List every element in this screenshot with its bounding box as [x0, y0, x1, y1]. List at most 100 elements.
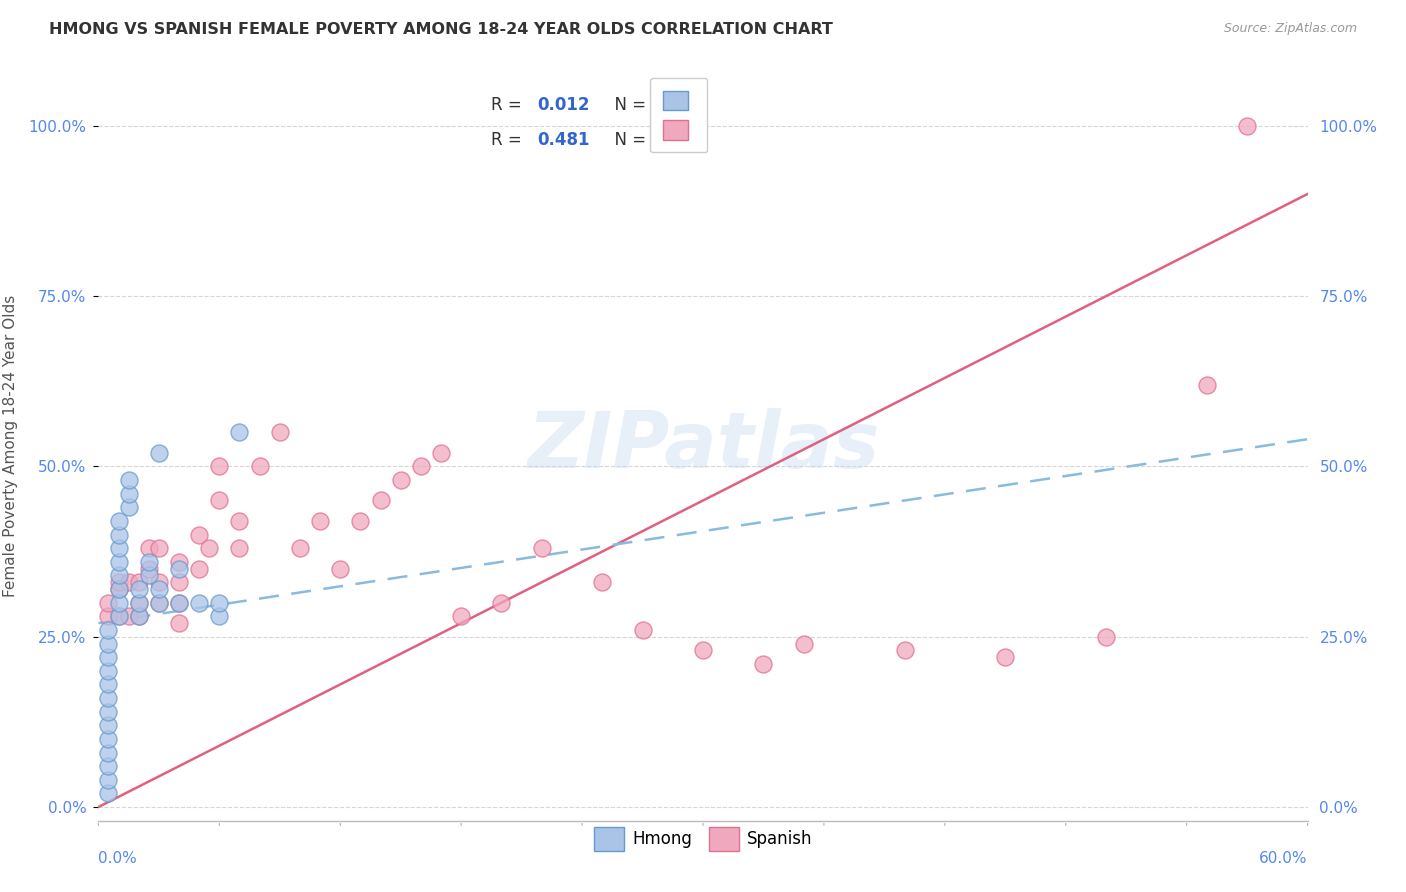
Point [97, 609, 120, 624]
Point [188, 527, 211, 541]
Point [249, 459, 271, 474]
Point [128, 609, 150, 624]
Point [138, 555, 160, 569]
Text: HMONG VS SPANISH FEMALE POVERTY AMONG 18-24 YEAR OLDS CORRELATION CHART: HMONG VS SPANISH FEMALE POVERTY AMONG 18… [49, 22, 834, 37]
Point [288, 541, 311, 556]
Point [309, 514, 332, 528]
Text: N =: N = [603, 131, 651, 149]
Point [389, 473, 412, 487]
Point [752, 657, 775, 671]
Point [107, 568, 129, 582]
Text: 60.0%: 60.0% [1260, 851, 1308, 865]
Point [107, 609, 129, 624]
Point [793, 636, 815, 650]
Point [349, 514, 371, 528]
Point [97, 596, 120, 610]
Point [107, 555, 129, 569]
Point [148, 575, 170, 590]
Point [148, 541, 170, 556]
Point [97, 677, 120, 691]
Point [97, 650, 120, 665]
Point [409, 459, 432, 474]
Point [167, 596, 190, 610]
Point [107, 527, 129, 541]
Text: R =: R = [492, 96, 527, 114]
Point [148, 582, 170, 596]
Point [128, 596, 150, 610]
Point [1195, 377, 1218, 392]
Point [188, 561, 211, 575]
Point [167, 596, 190, 610]
Point [269, 425, 291, 440]
Text: 0.012: 0.012 [537, 96, 591, 114]
Point [107, 582, 129, 596]
Point [97, 759, 120, 773]
Point [491, 596, 513, 610]
Text: 49: 49 [662, 131, 685, 149]
Point [118, 473, 141, 487]
Point [138, 541, 160, 556]
Point [97, 786, 120, 800]
Point [1095, 630, 1118, 644]
Point [228, 541, 250, 556]
Legend: Hmong, Spanish: Hmong, Spanish [586, 821, 820, 857]
Point [208, 609, 231, 624]
Point [188, 596, 211, 610]
Point [107, 541, 129, 556]
Point [107, 609, 129, 624]
Point [128, 582, 150, 596]
Point [128, 596, 150, 610]
Point [138, 561, 160, 575]
Point [228, 425, 250, 440]
Point [107, 582, 129, 596]
Text: 0.481: 0.481 [537, 131, 591, 149]
Point [128, 575, 150, 590]
Point [198, 541, 221, 556]
Point [97, 718, 120, 732]
Point [107, 596, 129, 610]
Point [148, 446, 170, 460]
Point [97, 746, 120, 760]
Point [430, 446, 453, 460]
Point [692, 643, 714, 657]
Point [167, 561, 190, 575]
Point [97, 772, 120, 787]
Point [167, 555, 190, 569]
Point [148, 596, 170, 610]
Point [97, 636, 120, 650]
Point [994, 650, 1017, 665]
Point [138, 568, 160, 582]
Point [208, 596, 231, 610]
Point [893, 643, 915, 657]
Point [107, 514, 129, 528]
Point [118, 500, 141, 515]
Text: 38: 38 [662, 96, 685, 114]
Point [97, 705, 120, 719]
Point [97, 731, 120, 746]
Point [631, 623, 654, 637]
Point [370, 493, 392, 508]
Point [208, 459, 231, 474]
Y-axis label: Female Poverty Among 18-24 Year Olds: Female Poverty Among 18-24 Year Olds [3, 295, 17, 597]
Point [167, 575, 190, 590]
Point [329, 561, 352, 575]
Point [228, 514, 250, 528]
Point [1236, 119, 1258, 133]
Text: R =: R = [492, 131, 527, 149]
Point [148, 596, 170, 610]
Point [118, 486, 141, 500]
Point [530, 541, 553, 556]
Point [118, 575, 141, 590]
Text: Source: ZipAtlas.com: Source: ZipAtlas.com [1223, 22, 1357, 36]
Point [118, 609, 141, 624]
Point [107, 575, 129, 590]
Point [97, 664, 120, 678]
Point [167, 616, 190, 631]
Text: 0.0%: 0.0% [98, 851, 138, 865]
Point [97, 623, 120, 637]
Point [450, 609, 472, 624]
Point [97, 691, 120, 706]
Text: ZIPatlas: ZIPatlas [527, 408, 879, 484]
Point [591, 575, 613, 590]
Point [208, 493, 231, 508]
